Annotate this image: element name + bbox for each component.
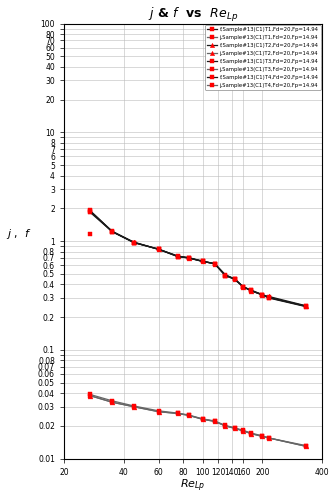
Legend: f,Sample#13(C1)T1,Fd=20,Fp=14.94, j,Sample#13(C1)T1,Fd=20,Fp=14.94, f,Sample#13(: f,Sample#13(C1)T1,Fd=20,Fp=14.94, j,Samp… [205,25,321,90]
Title: $\mathit{j}$ & $\mathit{f}$  vs  $\mathit{Re}_{Lp}$: $\mathit{j}$ & $\mathit{f}$ vs $\mathit{… [148,6,238,24]
X-axis label: $\mathit{Re}_{Lp}$: $\mathit{Re}_{Lp}$ [180,478,206,494]
Y-axis label: $\mathit{j}$ ,  $\mathit{f}$: $\mathit{j}$ , $\mathit{f}$ [6,227,31,241]
